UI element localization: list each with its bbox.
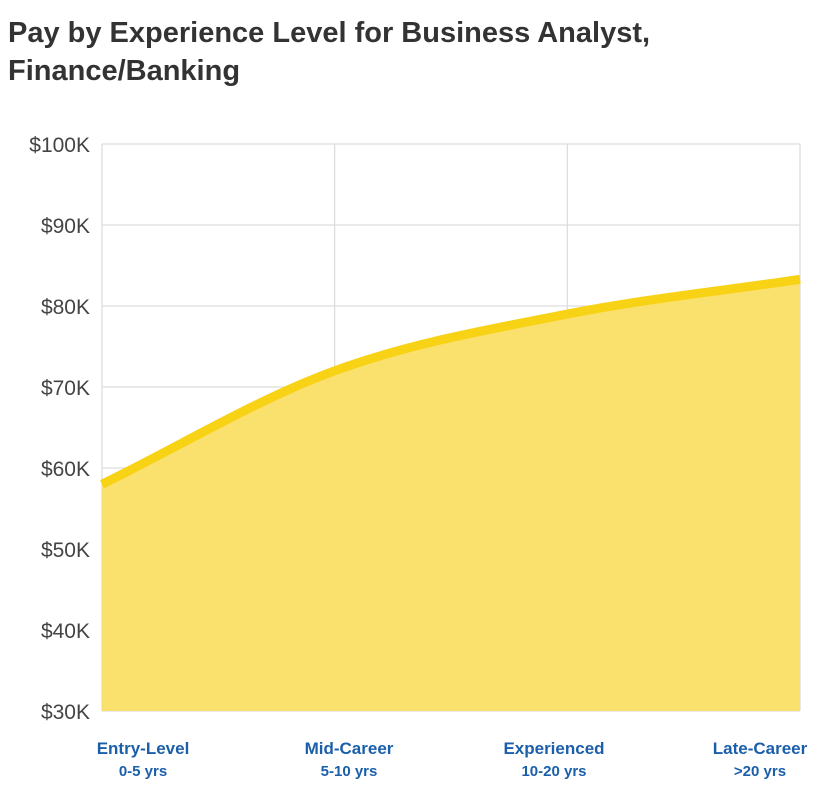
x-category-label: Entry-Level [97,739,190,758]
series-line [100,274,801,489]
y-tick-label: $90K [41,215,90,238]
area-fill [102,279,800,711]
chart-title: Pay by Experience Level for Business Ana… [8,17,651,87]
y-tick-label: $60K [41,458,90,481]
y-tick-label: $30K [41,701,90,724]
x-category-sublabel: 10-20 yrs [521,763,586,780]
y-tick-label: $100K [29,134,90,157]
x-category-label: Experienced [503,739,604,758]
y-tick-label: $70K [41,377,90,400]
x-category-sublabel: 0-5 yrs [119,763,167,780]
y-tick-label: $40K [41,620,90,643]
x-axis-categories: Entry-Level 0-5 yrs Mid-Career 5-10 yrs Expe… [97,739,808,780]
y-axis-ticks: $30K $40K $50K $60K $70K $80K $90K $100K [29,134,90,724]
x-category-label: Late-Career [713,739,808,758]
y-tick-label: $80K [41,296,90,319]
x-category-label: Mid-Career [305,739,394,758]
y-tick-label: $50K [41,539,90,562]
x-category-sublabel: >20 yrs [734,763,786,780]
x-category-sublabel: 5-10 yrs [321,763,378,780]
